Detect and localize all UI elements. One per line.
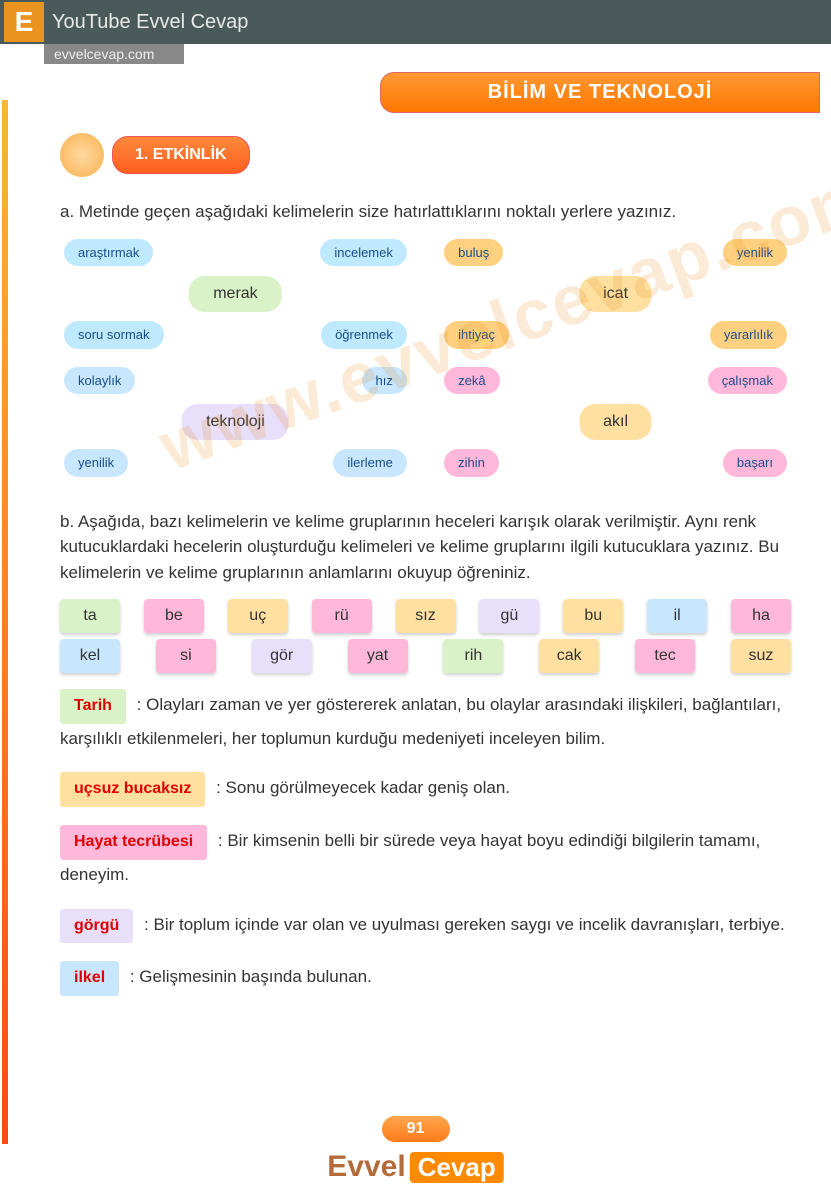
mindmap: merak araştırmak incelemek soru sormak öğren… (60, 239, 411, 349)
side-accent (2, 100, 8, 1144)
mindmap-leaf: incelemek (320, 239, 407, 267)
syllable-tile: gör (252, 639, 312, 673)
activity-icon (60, 133, 104, 177)
page-header: BİLİM VE TEKNOLOJİ (380, 72, 820, 113)
mindmap-leaf: öğrenmek (321, 321, 407, 349)
page-content: 1. ETKİNLİK a. Metinde geçen aşağıdaki k… (0, 113, 831, 1024)
mindmap-center: akıl (579, 404, 652, 440)
activity-badge: 1. ETKİNLİK (60, 133, 250, 177)
syllable-tile: ha (731, 599, 791, 633)
answer-box: Tarih (60, 689, 126, 724)
definition-item: Tarih : Olayları zaman ve yer göstererek… (60, 689, 791, 754)
syllable-tile: il (647, 599, 707, 633)
syllable-row-1: tabeuçrüsızgübuilha (60, 599, 791, 633)
mindmap-leaf: soru sormak (64, 321, 164, 349)
mindmap-center: merak (189, 276, 281, 312)
mindmap-leaf: kolaylık (64, 367, 135, 395)
page-number: 91 (382, 1116, 450, 1142)
mindmap-leaf: buluş (444, 239, 503, 267)
definition-text: : Olayları zaman ve yer göstererek anlat… (60, 695, 781, 748)
site-url: evvelcevap.com (44, 44, 184, 64)
syllable-tile: yat (348, 639, 408, 673)
syllable-tile: rü (312, 599, 372, 633)
definition-text: : Sonu görülmeyecek kadar geniş olan. (211, 778, 510, 797)
mindmap-leaf: başarı (723, 449, 787, 477)
mindmap-leaf: zihin (444, 449, 499, 477)
definition-item: görgü : Bir toplum içinde var olan ve uy… (60, 909, 791, 944)
youtube-label: YouTube Evvel Cevap (52, 11, 248, 34)
mindmaps-container: merak araştırmak incelemek soru sormak öğren… (60, 239, 791, 495)
answer-box: uçsuz bucaksız (60, 772, 205, 807)
footer-part2: Cevap (410, 1152, 504, 1183)
answer-box: Hayat tecrübesi (60, 825, 207, 860)
mindmap-center: icat (579, 276, 652, 312)
answer-box: ilkel (60, 961, 119, 996)
syllable-tile: bu (563, 599, 623, 633)
activity-label: 1. ETKİNLİK (112, 136, 250, 174)
definition-text: : Bir toplum içinde var olan ve uyulması… (139, 915, 784, 934)
mindmap-leaf: araştırmak (64, 239, 153, 267)
definition-item: uçsuz bucaksız : Sonu görülmeyecek kadar… (60, 772, 791, 807)
question-a: a. Metinde geçen aşağıdaki kelimelerin s… (60, 199, 791, 225)
syllable-tile: ta (60, 599, 120, 633)
mindmap: icat buluş yenilik ihtiyaç yararlılık (440, 239, 791, 349)
definition-text: : Gelişmesinin başında bulunan. (125, 967, 372, 986)
syllable-tile: suz (731, 639, 791, 673)
syllable-tile: kel (60, 639, 120, 673)
mindmap-leaf: hız (362, 367, 407, 395)
footer-part1: Evvel (327, 1150, 405, 1184)
syllable-tile: gü (479, 599, 539, 633)
top-bar: E YouTube Evvel Cevap (0, 0, 831, 44)
syllable-tile: si (156, 639, 216, 673)
syllable-tile: uç (228, 599, 288, 633)
syllable-tile: cak (539, 639, 599, 673)
answer-box: görgü (60, 909, 133, 944)
syllable-tile: rih (443, 639, 503, 673)
mindmap: akıl zekâ çalışmak zihin başarı (440, 367, 791, 477)
mindmap-leaf: yenilik (64, 449, 128, 477)
definitions: Tarih : Olayları zaman ve yer göstererek… (60, 689, 791, 996)
mindmap-center: teknoloji (182, 404, 289, 440)
mindmap-leaf: ihtiyaç (444, 321, 509, 349)
footer-logo: Evvel Cevap (327, 1150, 503, 1184)
syllable-row-2: kel si gör yat rih cak tec suz (60, 639, 791, 673)
mindmap-leaf: ilerleme (333, 449, 407, 477)
syllable-tile: sız (396, 599, 456, 633)
syllable-tile: tec (635, 639, 695, 673)
mindmap: teknoloji kolaylık hız yenilik ilerleme (60, 367, 411, 477)
syllable-tile: be (144, 599, 204, 633)
definition-item: ilkel : Gelişmesinin başında bulunan. (60, 961, 791, 996)
mindmap-leaf: çalışmak (708, 367, 787, 395)
mindmap-leaf: yararlılık (710, 321, 787, 349)
question-b: b. Aşağıda, bazı kelimelerin ve kelime g… (60, 509, 791, 586)
site-logo: E (4, 2, 44, 42)
mindmap-leaf: zekâ (444, 367, 499, 395)
mindmap-leaf: yenilik (723, 239, 787, 267)
definition-item: Hayat tecrübesi : Bir kimsenin belli bir… (60, 825, 791, 890)
